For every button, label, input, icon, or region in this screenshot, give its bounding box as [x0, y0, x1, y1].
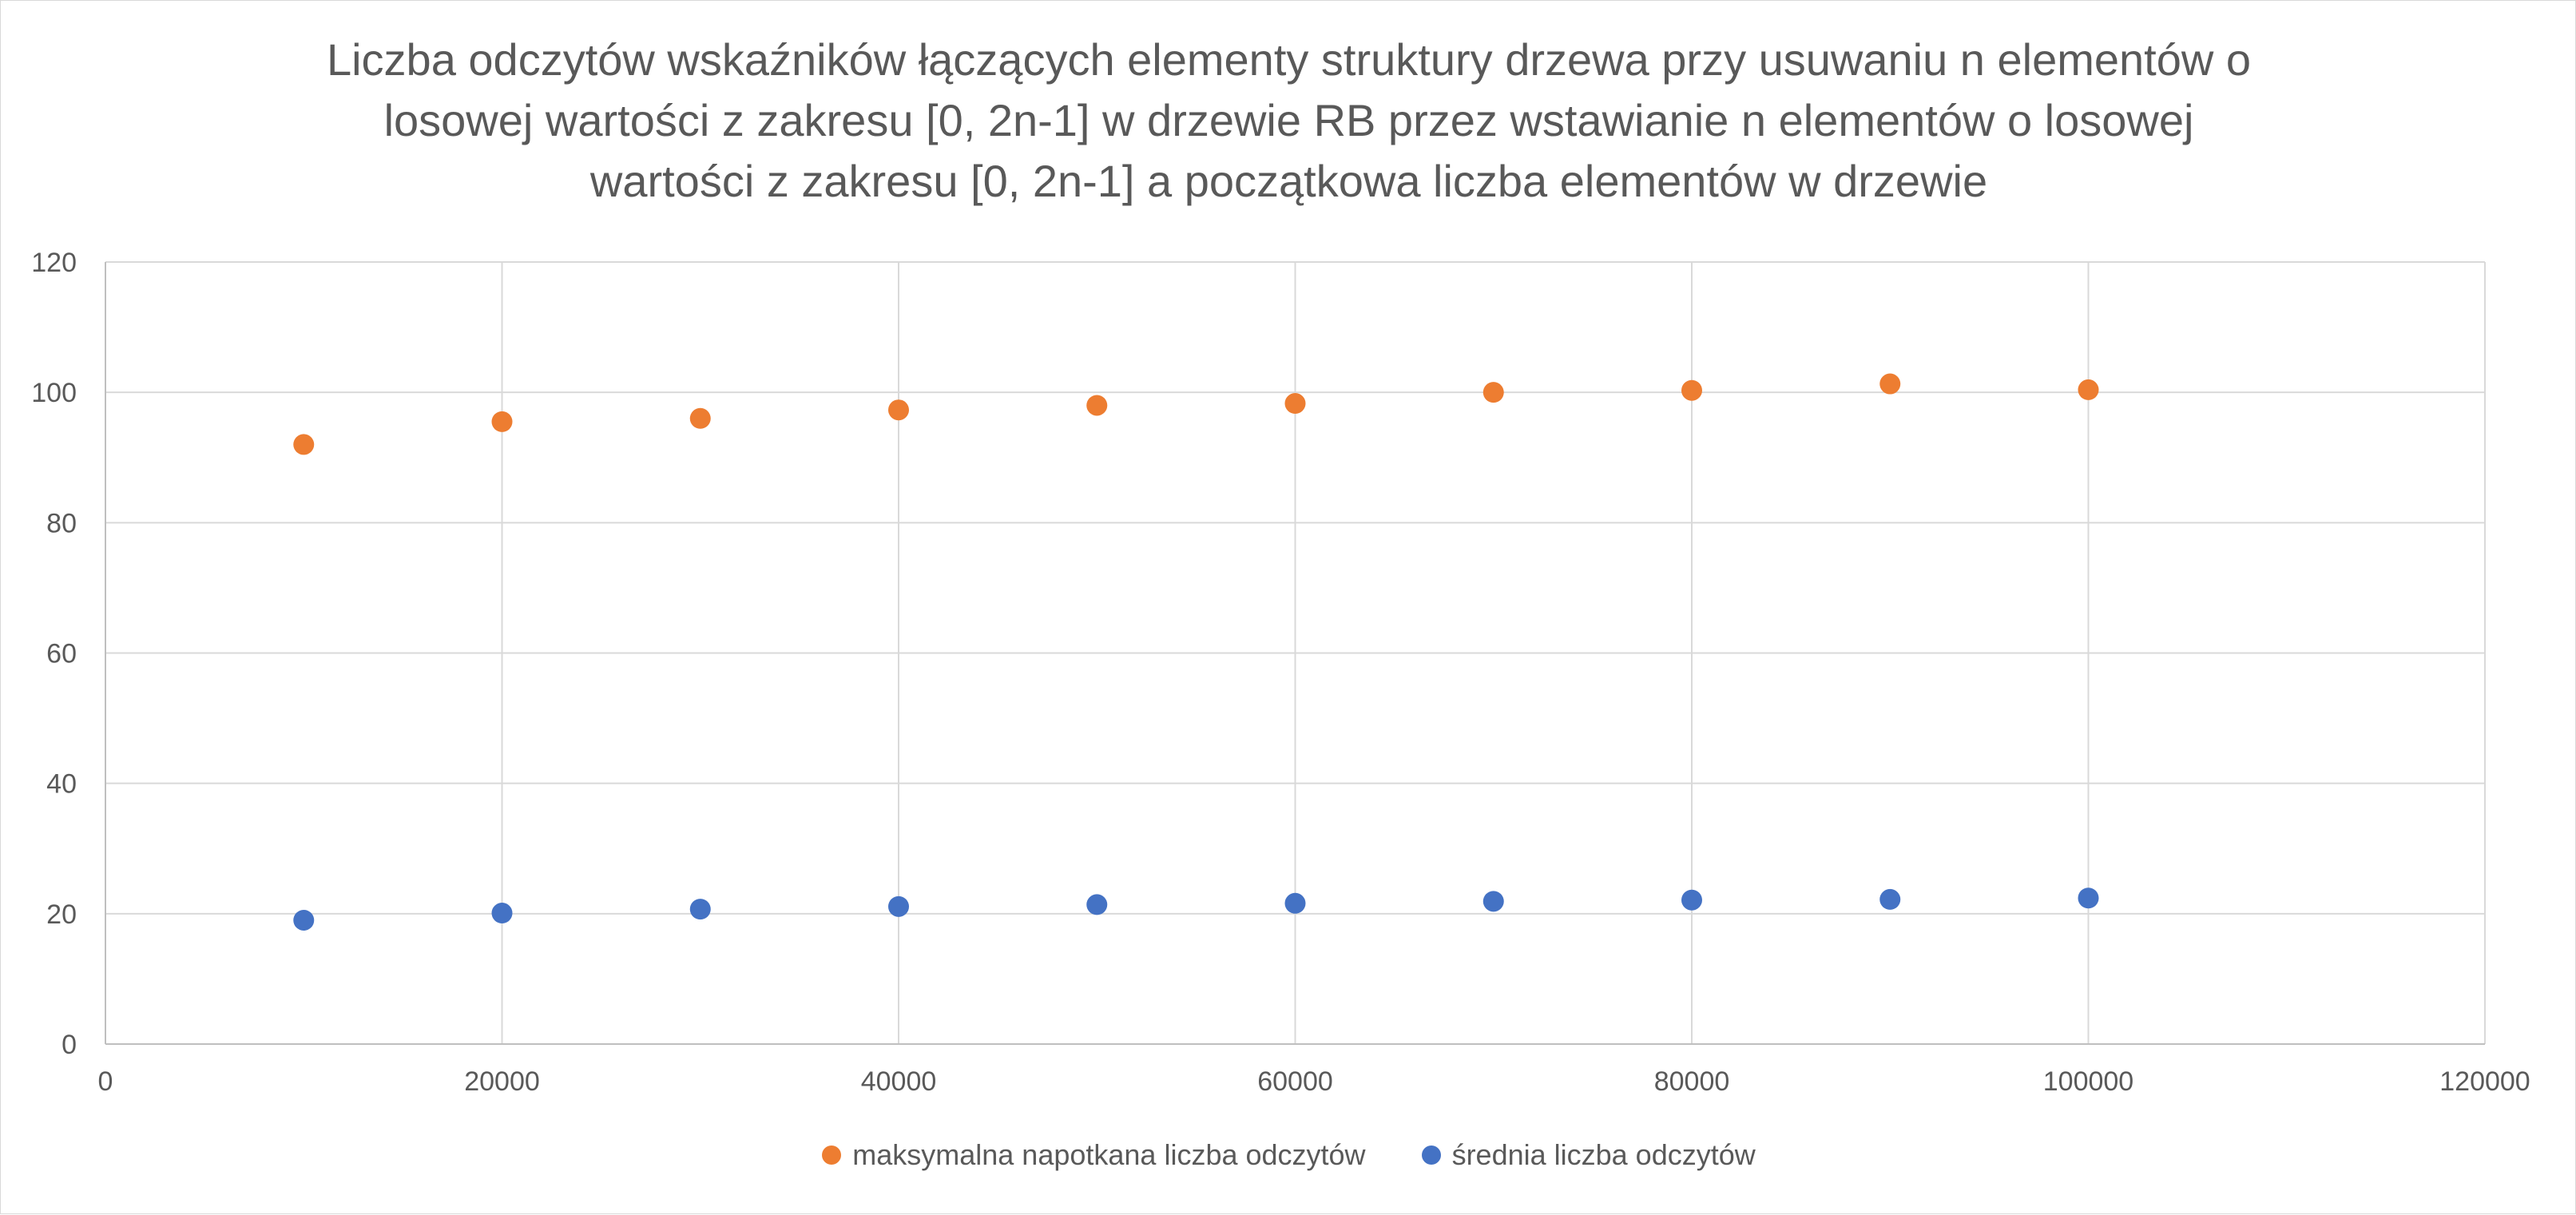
- series-avg: [293, 887, 2099, 931]
- data-point: [1284, 892, 1306, 914]
- data-point: [1482, 891, 1504, 912]
- y-tick-label: 20: [46, 899, 77, 930]
- y-tick-label: 100: [31, 378, 77, 408]
- legend-marker-max: [822, 1146, 842, 1165]
- legend-label-avg: średnia liczba odczytów: [1451, 1138, 1756, 1171]
- data-point: [491, 411, 513, 432]
- x-tick-label: 100000: [2043, 1066, 2133, 1097]
- axes: [105, 262, 2485, 1045]
- x-axis-tick-labels: 0 20000 40000 60000 80000 100000 120000: [98, 1066, 2530, 1097]
- legend-entry-max: maksymalna napotkana liczba odczytów: [822, 1138, 1366, 1172]
- data-point: [1681, 379, 1702, 401]
- data-point: [1086, 894, 1108, 915]
- data-point: [1482, 382, 1504, 403]
- chart-title-line-2: losowej wartości z zakresu [0, 2n-1] w d…: [383, 95, 2194, 145]
- legend-label-max: maksymalna napotkana liczba odczytów: [852, 1138, 1366, 1171]
- data-point: [888, 399, 909, 421]
- data-point: [1086, 395, 1108, 416]
- legend: maksymalna napotkana liczba odczytów śre…: [1, 1138, 2576, 1172]
- data-point: [1284, 393, 1306, 415]
- gridlines: [105, 261, 2486, 1044]
- y-axis-tick-labels: 0 20 40 60 80 100 120: [31, 248, 77, 1060]
- x-tick-label: 120000: [2439, 1066, 2530, 1097]
- data-point: [689, 407, 711, 429]
- y-tick-label: 80: [46, 508, 77, 538]
- data-point: [1879, 888, 1901, 910]
- y-tick-label: 40: [46, 769, 77, 800]
- y-tick-label: 60: [46, 639, 77, 669]
- y-tick-label: 0: [62, 1030, 77, 1060]
- x-tick-label: 20000: [464, 1066, 540, 1097]
- y-tick-label: 120: [31, 248, 77, 278]
- data-point: [2078, 887, 2099, 909]
- chart-title: Liczba odczytów wskaźników łączących ele…: [161, 30, 2417, 212]
- chart-title-line-3: wartości z zakresu [0, 2n-1] a początkow…: [589, 156, 1988, 206]
- x-tick-label: 0: [98, 1066, 113, 1097]
- data-point: [491, 903, 513, 924]
- data-points: [293, 373, 2099, 931]
- x-tick-label: 40000: [861, 1066, 937, 1097]
- data-point: [1681, 889, 1702, 911]
- x-tick-label: 60000: [1257, 1066, 1333, 1097]
- chart-title-line-1: Liczba odczytów wskaźników łączących ele…: [326, 34, 2252, 85]
- x-tick-label: 80000: [1654, 1066, 1730, 1097]
- data-point: [293, 434, 315, 455]
- data-point: [689, 899, 711, 920]
- legend-marker-avg: [1421, 1146, 1441, 1165]
- legend-entry-avg: średnia liczba odczytów: [1421, 1138, 1756, 1172]
- series-max: [293, 373, 2099, 455]
- data-point: [1879, 373, 1901, 395]
- data-point: [888, 895, 909, 917]
- data-point: [2078, 379, 2099, 400]
- data-point: [293, 909, 315, 931]
